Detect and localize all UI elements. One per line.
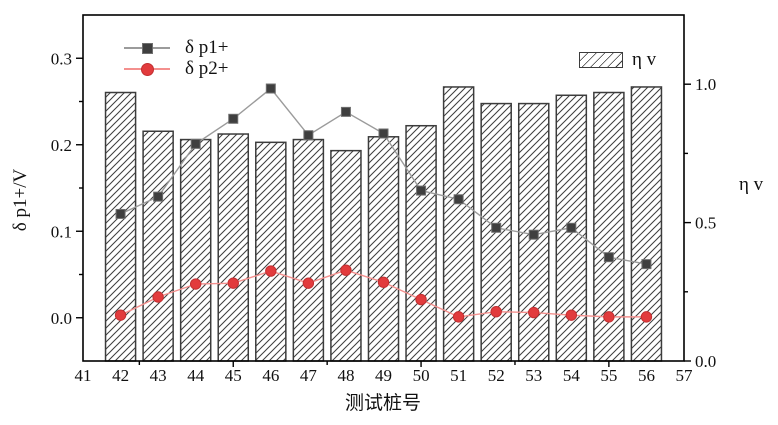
- right-axis-tick-label: 0.0: [695, 352, 716, 371]
- bar-eta-v: [142, 130, 174, 362]
- bar-eta-v: [330, 149, 362, 362]
- square-marker-icon: [190, 138, 201, 149]
- x-axis-tick-label: 44: [187, 366, 205, 385]
- legend-lines: δ p1+ δ p2+: [124, 37, 228, 79]
- circle-marker-icon: [528, 306, 540, 319]
- left-axis-tick-label: 0.3: [51, 49, 72, 68]
- square-marker-icon: [340, 106, 351, 117]
- x-axis-tick-label: 43: [150, 366, 167, 385]
- circle-marker-icon: [152, 291, 164, 303]
- square-marker-icon: [265, 83, 276, 94]
- bars-group: [104, 86, 663, 362]
- bar-eta-v: [255, 141, 287, 362]
- x-axis-tick-label: 41: [75, 366, 92, 385]
- bar-eta-v: [179, 138, 212, 362]
- hatched-swatch-icon: [579, 51, 623, 68]
- series-delta-p1: [115, 83, 652, 270]
- x-axis-tick-label: 51: [450, 366, 467, 385]
- x-axis-tick-label: 50: [413, 366, 430, 385]
- square-marker-icon: [142, 42, 153, 54]
- bar-eta-v: [217, 133, 250, 362]
- bar-eta-v: [367, 136, 400, 362]
- circle-marker-icon: [603, 311, 615, 323]
- legend-label-delta-p1: δ p1+: [185, 37, 229, 58]
- left-axis-tick-label: 0.1: [51, 222, 72, 241]
- right-axis-title: η v: [739, 174, 764, 195]
- legend-item-delta-p1: δ p1+: [124, 37, 228, 58]
- circle-marker-icon: [227, 277, 239, 289]
- x-axis-tick-label: 48: [337, 366, 354, 385]
- circle-marker-icon: [189, 278, 202, 290]
- bar-eta-v: [405, 124, 437, 362]
- circle-marker-icon: [452, 311, 465, 323]
- square-marker-icon: [228, 113, 239, 124]
- circle-marker-icon: [377, 276, 390, 288]
- x-axis-tick-label: 55: [600, 366, 617, 385]
- x-axis-tick-label: 52: [488, 366, 505, 385]
- x-axis-tick-label: 45: [225, 366, 242, 385]
- bar-eta-v: [292, 138, 325, 362]
- x-axis-tick-label: 54: [563, 366, 581, 385]
- right-axis-tick-label: 0.5: [695, 214, 716, 233]
- square-marker-icon: [603, 252, 614, 263]
- circle-marker-icon: [640, 311, 653, 323]
- square-marker-icon: [641, 259, 652, 270]
- x-axis-tick-label: 47: [300, 366, 318, 385]
- square-marker-icon: [153, 191, 164, 202]
- square-marker-icon: [453, 194, 464, 205]
- circle-marker-icon: [265, 265, 277, 277]
- right-axis-tick-label: 1.0: [695, 75, 716, 94]
- x-axis-title: 测试桩号: [344, 393, 421, 414]
- square-marker-icon: [303, 130, 314, 141]
- square-marker-icon: [416, 185, 427, 196]
- square-marker-icon: [115, 208, 126, 219]
- square-marker-icon: [378, 128, 389, 139]
- series-delta-p2: [114, 264, 653, 323]
- legend-item-delta-p2: δ p2+: [124, 58, 228, 79]
- circle-marker-icon: [565, 309, 578, 321]
- left-axis-tick-label: 0.0: [51, 309, 72, 328]
- x-axis-tick-label: 42: [112, 366, 129, 385]
- x-axis-tick-label: 57: [676, 366, 694, 385]
- x-axis-tick-label: 46: [262, 366, 279, 385]
- circle-marker-icon: [490, 305, 502, 318]
- square-marker-icon: [566, 222, 577, 233]
- legend-sample-p2: [124, 62, 170, 76]
- circle-marker-icon: [340, 264, 352, 276]
- square-marker-icon: [491, 222, 502, 233]
- x-axis-tick-label: 49: [375, 366, 392, 385]
- legend-sample-p1: [124, 42, 170, 54]
- legend-item-eta-v: η v: [579, 49, 656, 70]
- circle-marker-icon: [415, 293, 427, 306]
- circle-marker-icon: [302, 277, 315, 289]
- left-axis-tick-label: 0.2: [51, 136, 72, 155]
- x-axis-tick-label: 56: [638, 366, 655, 385]
- legend-label-eta-v: η v: [632, 49, 657, 70]
- circle-marker-icon: [141, 62, 154, 76]
- ticks-group: 0.0 0.1 0.2 0.3 0.0 0.5 1.0 41 42 43 44 45 46 47 48 49 5…: [51, 49, 717, 385]
- x-axis-tick-label: 53: [525, 366, 542, 385]
- legend-label-delta-p2: δ p2+: [185, 58, 229, 79]
- left-axis-title: δ p1+/V: [10, 168, 31, 232]
- square-marker-icon: [528, 229, 539, 240]
- circle-marker-icon: [114, 309, 127, 321]
